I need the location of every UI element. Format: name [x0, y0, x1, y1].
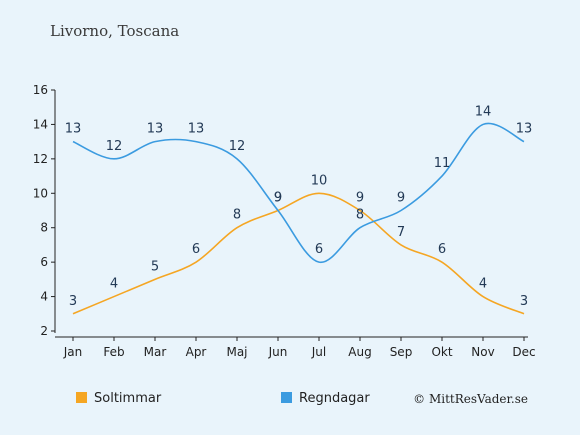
legend-label: Regndagar	[299, 391, 370, 406]
x-tick-label: Jun	[268, 345, 288, 359]
y-tick-label: 14	[33, 117, 48, 131]
x-tick-label: Feb	[103, 345, 124, 359]
x-tick-label: Aug	[348, 345, 371, 359]
y-tick-label: 8	[40, 221, 48, 235]
data-label: 4	[479, 277, 487, 292]
data-label: 9	[274, 191, 282, 206]
y-tick-label: 12	[33, 152, 48, 166]
data-label: 5	[151, 259, 159, 274]
data-label: 9	[274, 191, 282, 206]
legend-label: Soltimmar	[94, 391, 162, 406]
x-tick-label: Jan	[63, 345, 83, 359]
data-label: 6	[192, 242, 200, 257]
y-tick-label: 4	[40, 290, 48, 304]
x-tick-label: Apr	[186, 345, 207, 359]
data-label: 7	[397, 225, 405, 240]
data-label: 11	[434, 156, 451, 171]
x-tick-label: Maj	[226, 345, 247, 359]
data-label: 9	[356, 191, 364, 206]
y-tick-label: 6	[40, 255, 48, 269]
data-label: 3	[520, 294, 528, 309]
series-lines	[72, 122, 525, 315]
data-label: 13	[516, 122, 533, 137]
data-label: 14	[475, 104, 492, 119]
data-label: 6	[315, 242, 323, 257]
y-tick-label: 10	[33, 186, 48, 200]
data-label: 10	[311, 173, 328, 188]
legend-swatch	[76, 392, 87, 403]
data-label: 13	[65, 122, 82, 137]
data-label: 8	[356, 208, 364, 223]
credit-text: © MittResVader.se	[413, 392, 528, 406]
data-label: 4	[110, 277, 118, 292]
data-label: 12	[106, 139, 123, 154]
y-tick-label: 16	[33, 83, 48, 97]
x-tick-label: Jul	[311, 345, 326, 359]
x-tick-label: Nov	[471, 345, 494, 359]
legend-swatch	[281, 392, 292, 403]
x-tick-label: Okt	[431, 345, 452, 359]
series-line-soltimmar	[72, 192, 525, 315]
data-label: 13	[147, 122, 164, 137]
x-tick-label: Dec	[512, 345, 535, 359]
y-tick-label: 2	[40, 324, 48, 338]
data-label: 12	[229, 139, 246, 154]
legend: Soltimmar Regndagar	[76, 391, 370, 406]
data-label: 9	[397, 191, 405, 206]
data-label: 6	[438, 242, 446, 257]
data-label: 8	[233, 208, 241, 223]
data-label: 3	[69, 294, 77, 309]
series-line-regndagar	[72, 122, 525, 263]
data-label: 13	[188, 122, 205, 137]
x-tick-label: Sep	[390, 345, 413, 359]
x-tick-label: Mar	[144, 345, 167, 359]
chart-title: Livorno, Toscana	[50, 22, 179, 40]
axes: 2 4 6 8 10 12 14 16 Jan Feb Mar Apr Maj Jun Jul Aug Sep O…	[33, 83, 536, 359]
